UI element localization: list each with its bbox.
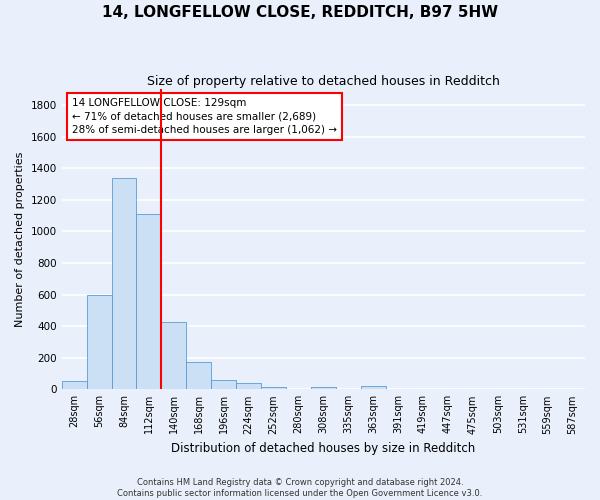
Y-axis label: Number of detached properties: Number of detached properties — [15, 152, 25, 327]
Bar — [112, 178, 136, 390]
X-axis label: Distribution of detached houses by size in Redditch: Distribution of detached houses by size … — [171, 442, 475, 455]
Bar — [361, 386, 386, 390]
Title: Size of property relative to detached houses in Redditch: Size of property relative to detached ho… — [147, 75, 500, 88]
Bar — [186, 362, 211, 390]
Bar — [236, 383, 261, 390]
Bar — [86, 295, 112, 390]
Text: 14, LONGFELLOW CLOSE, REDDITCH, B97 5HW: 14, LONGFELLOW CLOSE, REDDITCH, B97 5HW — [102, 5, 498, 20]
Bar — [161, 322, 186, 390]
Text: Contains HM Land Registry data © Crown copyright and database right 2024.
Contai: Contains HM Land Registry data © Crown c… — [118, 478, 482, 498]
Bar — [211, 380, 236, 390]
Text: 14 LONGFELLOW CLOSE: 129sqm
← 71% of detached houses are smaller (2,689)
28% of : 14 LONGFELLOW CLOSE: 129sqm ← 71% of det… — [72, 98, 337, 134]
Bar — [311, 387, 336, 390]
Bar — [261, 387, 286, 390]
Bar — [62, 382, 86, 390]
Bar — [136, 214, 161, 390]
